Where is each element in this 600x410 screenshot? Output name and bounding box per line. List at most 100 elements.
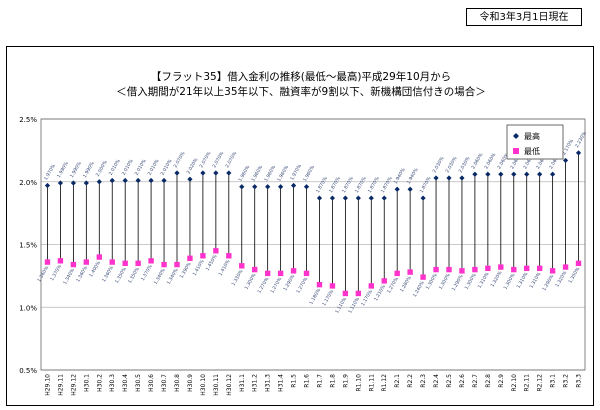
- x-tick-label: H30.12: [226, 374, 233, 396]
- min-data-label: 1.300%: [425, 272, 439, 291]
- x-tick-label: H30.10: [200, 374, 207, 396]
- chart-title: 【フラット35】借入金利の推移(最低～最高)平成29年10月から: [150, 71, 452, 83]
- max-point: [355, 195, 361, 201]
- x-tick-label: H30.11: [213, 374, 220, 396]
- max-point: [161, 177, 167, 184]
- max-data-label: 1.990%: [69, 160, 83, 179]
- x-tick-label: H31.3: [265, 374, 272, 392]
- max-point: [446, 175, 452, 181]
- x-tick-label: R3.2: [563, 374, 570, 388]
- min-point: [433, 266, 439, 273]
- max-data-label: 2.230%: [574, 130, 588, 149]
- x-tick-label: H29.11: [57, 374, 64, 396]
- max-data-label: 2.010%: [160, 158, 174, 177]
- min-data-label: 1.330%: [231, 268, 245, 287]
- min-point: [355, 290, 362, 297]
- max-data-label: 2.010%: [108, 158, 122, 177]
- x-tick-label: H31.4: [278, 374, 285, 392]
- max-point: [420, 195, 426, 201]
- min-data-label: 1.290%: [541, 273, 555, 292]
- min-point: [57, 258, 64, 264]
- x-tick-label: H30.5: [135, 374, 142, 392]
- max-data-label: 1.960%: [237, 164, 251, 183]
- x-tick-label: R2.7: [472, 374, 479, 388]
- legend-min-label: 最低: [524, 146, 540, 156]
- max-point: [174, 170, 180, 176]
- x-tick-label: R2.4: [433, 374, 440, 388]
- min-data-label: 1.410%: [218, 258, 232, 277]
- max-data-label: 2.030%: [432, 155, 446, 174]
- max-point: [226, 170, 232, 176]
- max-point: [57, 180, 64, 186]
- min-point: [187, 255, 193, 262]
- max-data-label: 2.070%: [173, 150, 187, 169]
- max-point: [252, 184, 258, 190]
- min-point: [368, 283, 374, 289]
- max-point: [537, 171, 543, 177]
- min-data-label: 1.300%: [243, 272, 257, 291]
- legend-max-marker: [513, 133, 519, 139]
- max-data-label: 2.070%: [224, 150, 238, 169]
- min-point: [135, 260, 141, 267]
- max-data-label: 2.010%: [121, 158, 135, 177]
- max-point: [122, 177, 128, 184]
- x-tick-label: H30.6: [148, 374, 155, 392]
- min-data-label: 1.310%: [477, 271, 491, 290]
- max-point: [316, 195, 323, 201]
- min-data-label: 1.370%: [49, 263, 63, 282]
- rate-chart: 0.5%1.0%1.5%2.0%2.5%1.970% 1.990% 1.990% 1.…: [19, 116, 588, 396]
- min-point: [575, 260, 582, 267]
- max-data-label: 1.960%: [250, 164, 264, 183]
- min-data-label: 1.310%: [528, 271, 542, 290]
- min-data-label: 1.290%: [282, 273, 296, 292]
- max-data-label: 1.870%: [419, 175, 433, 194]
- min-data-label: 1.360%: [75, 265, 89, 284]
- min-data-label: 1.300%: [438, 272, 452, 291]
- min-point: [459, 268, 465, 274]
- y-tick-label: 1.5%: [19, 242, 37, 250]
- max-point: [524, 171, 530, 177]
- max-point: [96, 179, 102, 185]
- min-point: [109, 259, 115, 265]
- max-point: [368, 195, 374, 201]
- min-data-label: 1.310%: [515, 271, 529, 290]
- x-tick-label: R2.8: [485, 374, 492, 388]
- max-data-label: 1.960%: [263, 164, 277, 183]
- max-data-label: 1.870%: [315, 175, 329, 194]
- min-data-label: 1.270%: [269, 276, 283, 295]
- min-data-label: 1.270%: [256, 276, 270, 295]
- min-point: [485, 265, 491, 272]
- min-data-label: 1.270%: [386, 276, 400, 295]
- y-tick-label: 2.0%: [19, 179, 37, 187]
- max-data-label: 1.960%: [302, 164, 316, 183]
- min-data-label: 1.300%: [464, 272, 478, 291]
- x-tick-label: R1.8: [329, 374, 336, 388]
- x-tick-label: R1.7: [316, 374, 323, 388]
- max-data-label: 1.870%: [367, 175, 381, 194]
- min-data-label: 1.170%: [360, 288, 374, 307]
- min-data-label: 1.290%: [451, 273, 465, 292]
- min-data-label: 1.180%: [308, 287, 322, 306]
- x-tick-label: H31.1: [239, 374, 246, 392]
- x-tick-label: R2.5: [446, 374, 453, 388]
- min-data-label: 1.110%: [347, 296, 361, 315]
- x-tick-label: R3.3: [576, 374, 583, 388]
- min-point: [148, 258, 154, 264]
- date-note: 令和3年3月1日現在: [466, 8, 582, 26]
- min-point: [226, 253, 232, 259]
- min-data-label: 1.340%: [62, 267, 76, 286]
- min-data-label: 1.350%: [114, 266, 128, 285]
- max-data-label: 2.010%: [147, 158, 161, 177]
- max-point: [562, 157, 569, 164]
- min-point: [303, 270, 310, 277]
- max-point: [511, 171, 517, 177]
- max-point: [381, 195, 387, 201]
- x-tick-label: R2.11: [524, 374, 531, 392]
- x-tick-label: R1.10: [355, 374, 362, 392]
- min-data-label: 1.320%: [490, 270, 504, 289]
- min-point: [511, 266, 517, 273]
- min-point: [277, 270, 284, 277]
- x-tick-label: R1.12: [381, 374, 388, 392]
- min-data-label: 1.270%: [295, 276, 309, 295]
